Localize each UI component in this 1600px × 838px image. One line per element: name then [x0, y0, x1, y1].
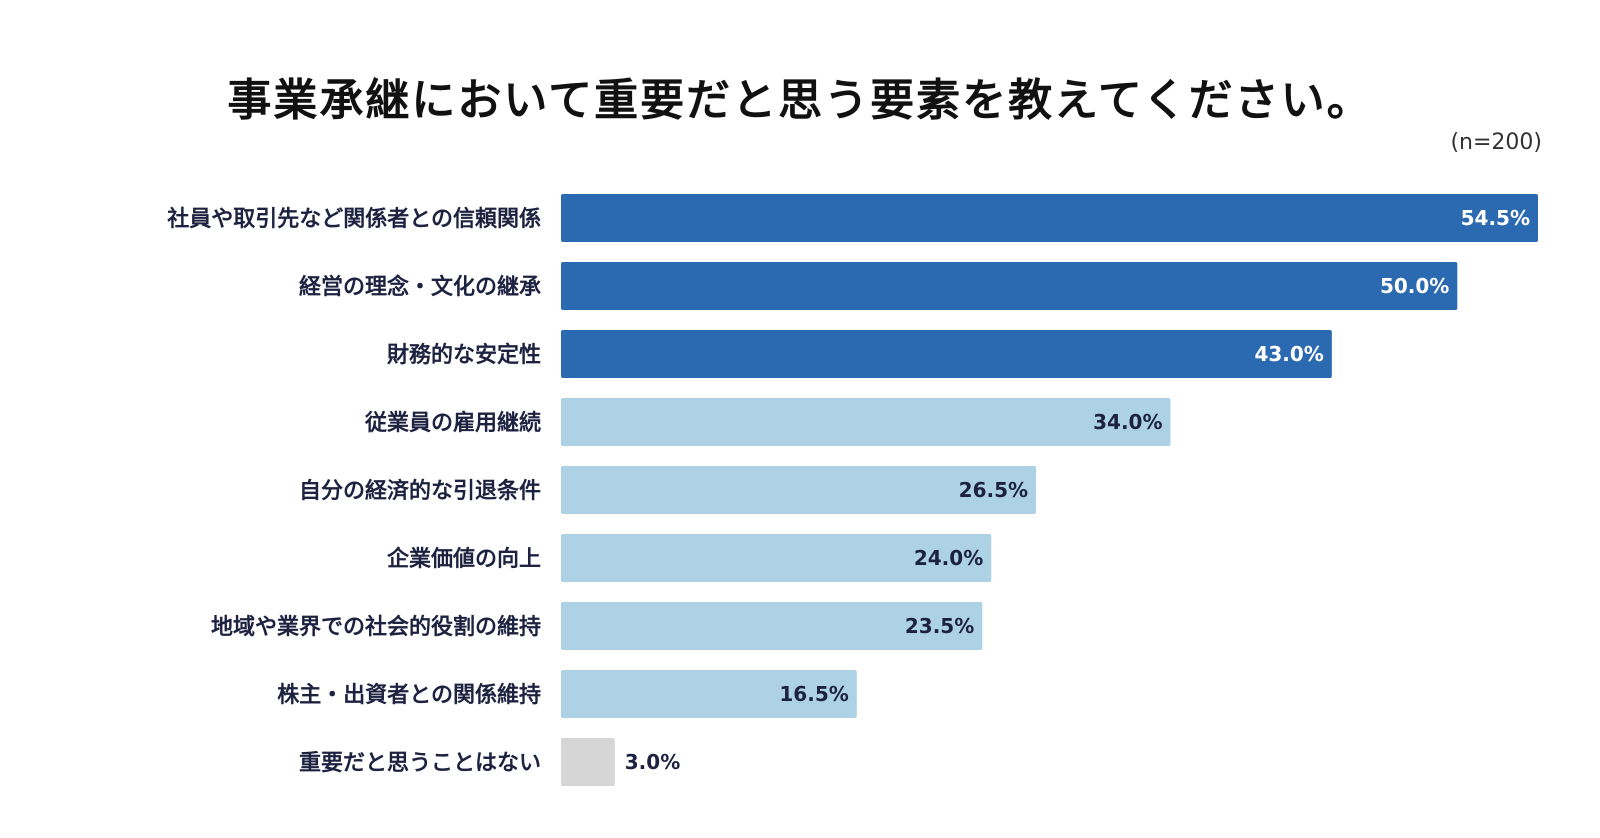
bar	[561, 466, 1037, 514]
category-label: 経営の理念・文化の継承	[299, 274, 541, 300]
value-label: 26.5%	[959, 478, 1028, 502]
bar	[561, 534, 992, 582]
bar	[561, 330, 1332, 378]
category-label: 従業員の雇用継続	[364, 410, 541, 436]
value-label: 54.5%	[1461, 206, 1530, 230]
bar	[561, 194, 1538, 242]
category-label: 自分の経済的な引退条件	[299, 478, 541, 504]
chart-title: 事業承継において重要だと思う要素を教えてください。	[227, 75, 1373, 126]
bar	[561, 398, 1171, 446]
value-label: 24.0%	[914, 546, 983, 570]
category-label: 社員や取引先など関係者との信頼関係	[167, 206, 541, 232]
value-label: 43.0%	[1254, 342, 1323, 366]
value-label: 16.5%	[779, 682, 848, 706]
value-label: 3.0%	[625, 750, 680, 774]
value-label: 34.0%	[1093, 410, 1162, 434]
bar	[561, 670, 857, 718]
category-label: 重要だと思うことはない	[299, 751, 541, 776]
category-label: 財務的な安定性	[387, 342, 541, 368]
bar	[561, 262, 1458, 310]
value-label: 50.0%	[1380, 274, 1449, 298]
category-label: 地域や業界での社会的役割の維持	[211, 614, 541, 640]
value-label: 23.5%	[905, 614, 974, 638]
bar	[561, 602, 983, 650]
category-label: 企業価値の向上	[386, 546, 541, 572]
category-label: 株主・出資者との関係維持	[277, 682, 541, 708]
sample-size-note: (n=200)	[1450, 130, 1542, 155]
bar	[561, 738, 615, 786]
